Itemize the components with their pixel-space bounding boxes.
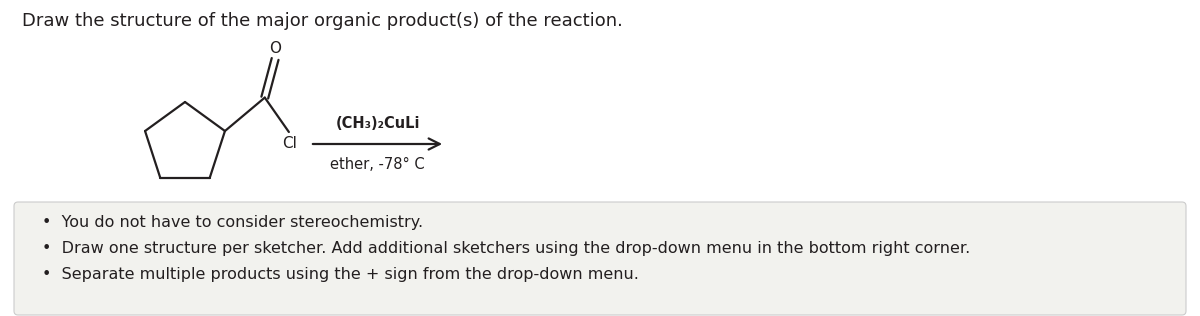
FancyBboxPatch shape	[14, 202, 1186, 315]
Text: O: O	[269, 41, 281, 56]
Text: •  Draw one structure per sketcher. Add additional sketchers using the drop-down: • Draw one structure per sketcher. Add a…	[42, 241, 971, 257]
Text: Draw the structure of the major organic product(s) of the reaction.: Draw the structure of the major organic …	[22, 12, 623, 30]
Text: ether, -78° C: ether, -78° C	[330, 157, 425, 172]
Text: Cl: Cl	[282, 136, 298, 151]
Text: (CH₃)₂CuLi: (CH₃)₂CuLi	[335, 116, 420, 131]
Text: •  You do not have to consider stereochemistry.: • You do not have to consider stereochem…	[42, 216, 424, 230]
Text: •  Separate multiple products using the + sign from the drop-down menu.: • Separate multiple products using the +…	[42, 268, 638, 283]
